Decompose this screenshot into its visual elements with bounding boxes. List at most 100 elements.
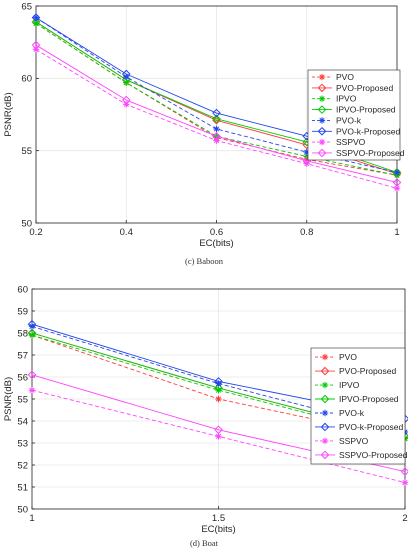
y-tick-label: 54 [17,416,28,427]
legend-label: PVO-k-Proposed [339,422,404,432]
legend-swatch-diamond [317,126,327,136]
data-point-diamond [121,69,131,79]
data-point-star [215,433,222,440]
x-tick-label: 0.2 [29,227,42,238]
y-tick-label: 55 [17,394,28,405]
legend: PVOPVO-ProposedIPVOIPVO-ProposedPVO-kPVO… [307,69,405,161]
legend-swatch-diamond [317,105,327,114]
series-line [35,17,398,173]
legend-label: IPVO [339,380,360,390]
y-tick-label: 60 [17,284,28,295]
legend-swatch-diamond [320,366,330,376]
legend-swatch-star [318,73,326,81]
y-axis-label: PSNR(dB) [3,377,14,421]
data-point-diamond [400,467,408,476]
y-tick-label: 52 [17,460,28,471]
data-point-diamond [27,328,37,338]
legend-swatch-diamond [317,83,327,93]
data-point-diamond [121,95,131,105]
legend-label: IPVO [336,94,357,104]
data-point-star [32,46,40,53]
figure-caption: (c) Baboon [185,256,224,266]
data-point-star [32,14,40,21]
legend-label: PVO-Proposed [339,366,396,376]
y-tick-label: 59 [17,306,28,317]
legend-label: PVO-k-Proposed [336,126,401,136]
data-point-star [401,479,408,486]
data-point-diamond [392,178,402,187]
data-point-star [28,387,36,394]
series-line [35,44,398,183]
data-point-star [28,323,36,330]
legend-label: SSPVO-Proposed [336,148,405,158]
data-point-star [32,20,40,27]
data-point-star [215,387,222,394]
series-line [35,22,398,176]
y-tick-label: 60 [21,74,32,85]
x-axis-label: EC(bits) [199,238,233,249]
y-tick-label: 56 [17,372,28,383]
y-axis-label: PSNR(dB) [3,92,14,136]
data-point-diamond [212,131,221,141]
data-point-star [213,137,220,144]
y-tick-label: 51 [17,482,28,493]
legend-swatch-diamond [320,422,330,432]
data-point-star [213,125,220,133]
series-sspvo [28,387,408,486]
legend-swatch-star [321,409,329,417]
data-point-star [303,148,310,156]
legend-swatch-star [321,437,329,445]
data-point-diamond [214,383,223,393]
x-tick-label: 0.6 [210,227,223,238]
data-point-star [393,185,401,192]
legend-label: SSPVO [336,137,366,147]
x-tick-label: 1 [394,227,399,238]
data-point-diamond [212,114,221,124]
legend-label: PVO-k [336,115,362,125]
data-point-diamond [214,377,223,386]
legend-swatch-star [318,95,326,102]
data-point-star [28,332,36,339]
legend-swatch-diamond [320,394,330,404]
legend-swatch-star [318,117,326,124]
legend-label: PVO [339,352,357,362]
x-axis-label: EC(bits) [201,524,235,535]
data-point-star [215,380,222,387]
legend-label: SSPVO [339,436,369,446]
data-point-diamond [212,108,221,118]
legend: PVOPVO-ProposedIPVOIPVO-ProposedPVO-kPVO… [310,347,408,465]
legend-label: IPVO-Proposed [336,105,396,115]
legend-swatch-star [318,138,326,146]
legend-box [310,347,406,465]
y-tick-label: 55 [21,146,32,157]
data-point-diamond [31,40,41,50]
y-tick-label: 53 [17,438,28,449]
x-tick-label: 1.5 [212,513,225,524]
data-point-diamond [214,425,223,435]
data-point-star [303,153,310,160]
data-point-diamond [31,17,41,27]
legend-swatch-diamond [317,148,327,158]
x-tick-label: 0.8 [300,227,313,238]
chart-1: 0.2 0.4 0.6 0.8 1 50 55 60 65 EC(bits) PSNR(dB) PVO… [3,1,405,266]
data-point-diamond [31,13,41,22]
chart-2: 1 1.5 2 50 51 52 53 54 55 56 57 58 59 60 EC(bits) PSNR(… [3,284,408,548]
y-tick-label: 65 [21,1,32,12]
legend-label: IPVO-Proposed [339,394,399,404]
legend-swatch-star [321,353,329,361]
legend-swatch-diamond [320,450,330,460]
y-tick-label: 58 [17,328,28,339]
data-point-star [123,101,130,108]
x-tick-label: 0.4 [120,227,133,238]
y-tick-label: 50 [21,218,32,229]
data-point-diamond [27,370,37,380]
y-tick-label: 57 [17,350,28,361]
data-point-star [393,169,401,176]
legend-label: SSPVO-Proposed [339,450,408,460]
data-point-diamond [392,168,402,177]
x-tick-label: 1 [29,513,34,524]
legend-label: PVO [336,72,354,82]
y-tick-label: 50 [17,504,28,515]
legend-swatch-star [321,381,329,389]
